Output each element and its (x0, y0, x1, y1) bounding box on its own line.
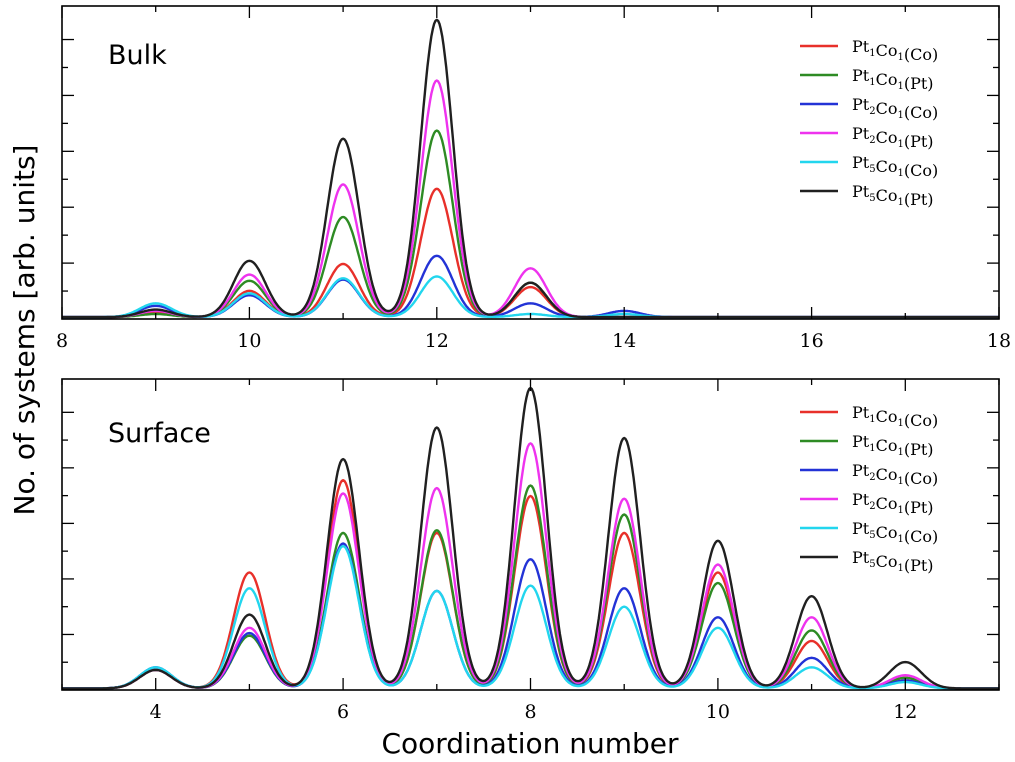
legend: Pt1Co1(Co)Pt1Co1(Pt)Pt2Co1(Co)Pt2Co1(Pt)… (800, 37, 938, 209)
series-line-2 (62, 484, 999, 690)
x-tick-label: 18 (987, 330, 1011, 352)
panel-label: Bulk (108, 40, 167, 71)
series-line-1 (62, 187, 999, 319)
legend-entry-label: Pt2Co1(Pt) (852, 490, 934, 517)
x-tick-label: 4 (150, 701, 162, 723)
panel-label: Surface (108, 418, 211, 449)
panel-surface: 4 6 8 10 12SurfacePt1Co1(Co)Pt1Co1(Pt)Pt2Co1… (61, 378, 1000, 723)
x-tick-label: 12 (893, 701, 917, 723)
x-tick-label: 8 (56, 330, 68, 352)
legend-entry-label: Pt5Co1(Pt) (852, 548, 934, 575)
legend-entry-label: Pt2Co1(Co) (852, 461, 938, 488)
legend-entry-label: Pt2Co1(Pt) (852, 124, 934, 151)
series-group (62, 386, 999, 690)
x-tick-label: 6 (337, 701, 349, 723)
legend-entry-label: Pt1Co1(Pt) (852, 66, 934, 93)
x-tick-label: 14 (612, 330, 636, 352)
x-tick-label: 12 (425, 330, 449, 352)
legend-entry-label: Pt5Co1(Co) (852, 153, 938, 180)
legend-entry-label: Pt5Co1(Pt) (852, 182, 934, 209)
x-axis-title: Coordination number (381, 727, 679, 760)
legend-entry-label: Pt1Co1(Pt) (852, 432, 934, 459)
legend-entry-label: Pt1Co1(Co) (852, 403, 938, 430)
y-axis-title: No. of systems [arb. units] (8, 145, 41, 516)
x-tick-label: 16 (800, 330, 824, 352)
x-tick-label: 10 (237, 330, 261, 352)
legend: Pt1Co1(Co)Pt1Co1(Pt)Pt2Co1(Co)Pt2Co1(Pt)… (800, 403, 938, 575)
x-tick-label: 10 (706, 701, 730, 723)
series-line-6 (62, 18, 999, 319)
series-line-5 (62, 544, 999, 690)
legend-entry-label: Pt5Co1(Co) (852, 519, 938, 546)
legend-entry-label: Pt1Co1(Co) (852, 37, 938, 64)
x-tick-label: 8 (524, 701, 536, 723)
series-line-1 (62, 479, 999, 690)
legend-entry-label: Pt2Co1(Co) (852, 95, 938, 122)
